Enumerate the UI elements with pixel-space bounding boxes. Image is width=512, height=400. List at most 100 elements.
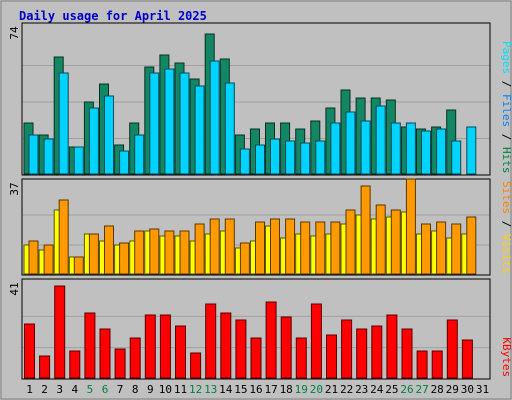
legend-separator: / bbox=[500, 74, 512, 94]
bar-files-day-30 bbox=[466, 126, 477, 175]
x-tick-label: 17 bbox=[264, 383, 277, 396]
bar-kbytes-day-24 bbox=[371, 325, 383, 379]
x-tick-label: 15 bbox=[234, 383, 247, 396]
bar-kbytes-day-2 bbox=[39, 355, 51, 379]
x-tick-label: 30 bbox=[461, 383, 474, 396]
bar-kbytes-day-11 bbox=[175, 325, 186, 379]
panel-legend-hits-files-pages: Pages / Files / Hits bbox=[500, 41, 512, 174]
chart-title: Daily usage for April 2025 bbox=[19, 9, 207, 23]
bar-kbytes-day-27 bbox=[416, 350, 428, 379]
panel-ymax-label: 74 bbox=[8, 26, 21, 40]
bar-sites-day-24 bbox=[375, 204, 386, 275]
bar-sites-day-23 bbox=[360, 185, 371, 275]
x-tick-label: 14 bbox=[219, 383, 233, 396]
panel-legend-kbytes: KBytes bbox=[500, 337, 512, 377]
bar-files-day-16 bbox=[255, 144, 265, 175]
bar-kbytes-day-30 bbox=[461, 339, 473, 379]
x-tick-label: 23 bbox=[355, 383, 368, 396]
bar-sites-day-29 bbox=[451, 223, 462, 275]
bar-sites-day-25 bbox=[390, 209, 401, 275]
bar-sites-day-26 bbox=[405, 178, 416, 275]
bar-kbytes-day-4 bbox=[69, 350, 81, 379]
legend-pages: Pages bbox=[500, 41, 512, 74]
bar-files-day-14 bbox=[224, 82, 235, 175]
bar-files-day-25 bbox=[390, 122, 401, 175]
bar-sites-day-9 bbox=[149, 228, 160, 275]
x-tick-label: 19 bbox=[295, 383, 308, 396]
bar-files-day-22 bbox=[345, 111, 356, 175]
bar-kbytes-day-16 bbox=[250, 337, 262, 379]
x-tick-label: 13 bbox=[204, 383, 217, 396]
bar-kbytes-day-13 bbox=[205, 303, 217, 379]
bar-sites-day-7 bbox=[119, 242, 130, 275]
bar-kbytes-day-5 bbox=[84, 312, 96, 379]
bar-files-day-3 bbox=[58, 72, 69, 175]
bar-kbytes-day-26 bbox=[401, 328, 413, 379]
bar-kbytes-day-17 bbox=[265, 301, 277, 379]
x-axis-labels: 1 2 3 4 5 6 7 8 9 10 11 12 13 14 15 16 17 18 19 20 21 22 23 24 2… bbox=[26, 383, 489, 396]
x-tick-label: 2 bbox=[41, 383, 48, 396]
bar-files-day-6 bbox=[104, 95, 114, 175]
bar-files-day-26 bbox=[405, 122, 416, 175]
bar-files-day-17 bbox=[270, 138, 280, 175]
bar-kbytes-day-3 bbox=[54, 285, 66, 379]
bar-kbytes-day-6 bbox=[99, 328, 111, 379]
x-tick-label: 25 bbox=[385, 383, 398, 396]
legend-visits: Visits bbox=[500, 234, 512, 274]
bar-files-day-4 bbox=[73, 146, 84, 175]
bar-sites-day-28 bbox=[436, 221, 447, 275]
bar-files-day-23 bbox=[360, 120, 371, 175]
bar-kbytes-day-1 bbox=[24, 323, 35, 379]
x-tick-label: 18 bbox=[280, 383, 293, 396]
bar-files-day-21 bbox=[330, 122, 341, 175]
bar-files-day-8 bbox=[134, 134, 145, 175]
x-tick-label: 1 bbox=[26, 383, 33, 396]
bar-kbytes-day-8 bbox=[129, 337, 141, 379]
panel-ymax-label: 41 bbox=[8, 282, 21, 295]
bar-sites-day-19 bbox=[300, 221, 311, 275]
legend-separator: / bbox=[500, 214, 512, 234]
bar-kbytes-day-22 bbox=[341, 319, 353, 379]
x-tick-label: 20 bbox=[310, 383, 323, 396]
panel-legend-visits-sites: Sites / Visits bbox=[500, 181, 512, 274]
bar-files-day-15 bbox=[239, 148, 250, 175]
x-tick-label: 31 bbox=[476, 383, 489, 396]
x-tick-label: 28 bbox=[431, 383, 444, 396]
bar-files-day-1 bbox=[28, 134, 39, 175]
bar-files-day-10 bbox=[164, 68, 175, 175]
bar-files-day-19 bbox=[300, 142, 311, 175]
legend-separator: / bbox=[500, 127, 512, 147]
bar-sites-day-6 bbox=[104, 225, 114, 275]
bar-kbytes-day-18 bbox=[280, 316, 292, 379]
bar-sites-day-15 bbox=[239, 242, 250, 275]
x-tick-label: 27 bbox=[415, 383, 428, 396]
bar-files-day-24 bbox=[375, 105, 386, 175]
bar-kbytes-day-12 bbox=[190, 352, 202, 379]
bar-files-day-11 bbox=[179, 72, 190, 175]
bar-files-day-18 bbox=[285, 140, 296, 175]
bar-kbytes-day-10 bbox=[159, 314, 171, 379]
x-tick-label: 4 bbox=[71, 383, 78, 396]
x-tick-label: 5 bbox=[87, 383, 94, 396]
bar-sites-day-13 bbox=[209, 218, 220, 275]
bar-files-day-13 bbox=[209, 60, 220, 175]
bar-sites-day-5 bbox=[88, 233, 99, 275]
x-tick-label: 8 bbox=[132, 383, 139, 396]
x-tick-label: 24 bbox=[370, 383, 384, 396]
bar-kbytes-day-21 bbox=[326, 334, 337, 379]
x-tick-label: 10 bbox=[159, 383, 172, 396]
bar-sites-day-18 bbox=[285, 218, 296, 275]
bar-sites-day-27 bbox=[421, 223, 431, 275]
panel-ymax-label: 37 bbox=[8, 182, 21, 195]
bar-kbytes-day-15 bbox=[235, 319, 247, 379]
x-tick-label: 6 bbox=[102, 383, 109, 396]
panel-hits-files-pages: 74 Pages / Files / Hits bbox=[8, 22, 512, 176]
x-tick-label: 22 bbox=[340, 383, 353, 396]
bar-kbytes-day-29 bbox=[446, 319, 458, 379]
bar-sites-day-2 bbox=[43, 244, 54, 275]
legend-kbytes: KBytes bbox=[500, 337, 512, 377]
bar-kbytes-day-20 bbox=[310, 303, 322, 379]
legend-hits: Hits bbox=[500, 147, 512, 174]
bar-kbytes-day-23 bbox=[356, 328, 368, 379]
